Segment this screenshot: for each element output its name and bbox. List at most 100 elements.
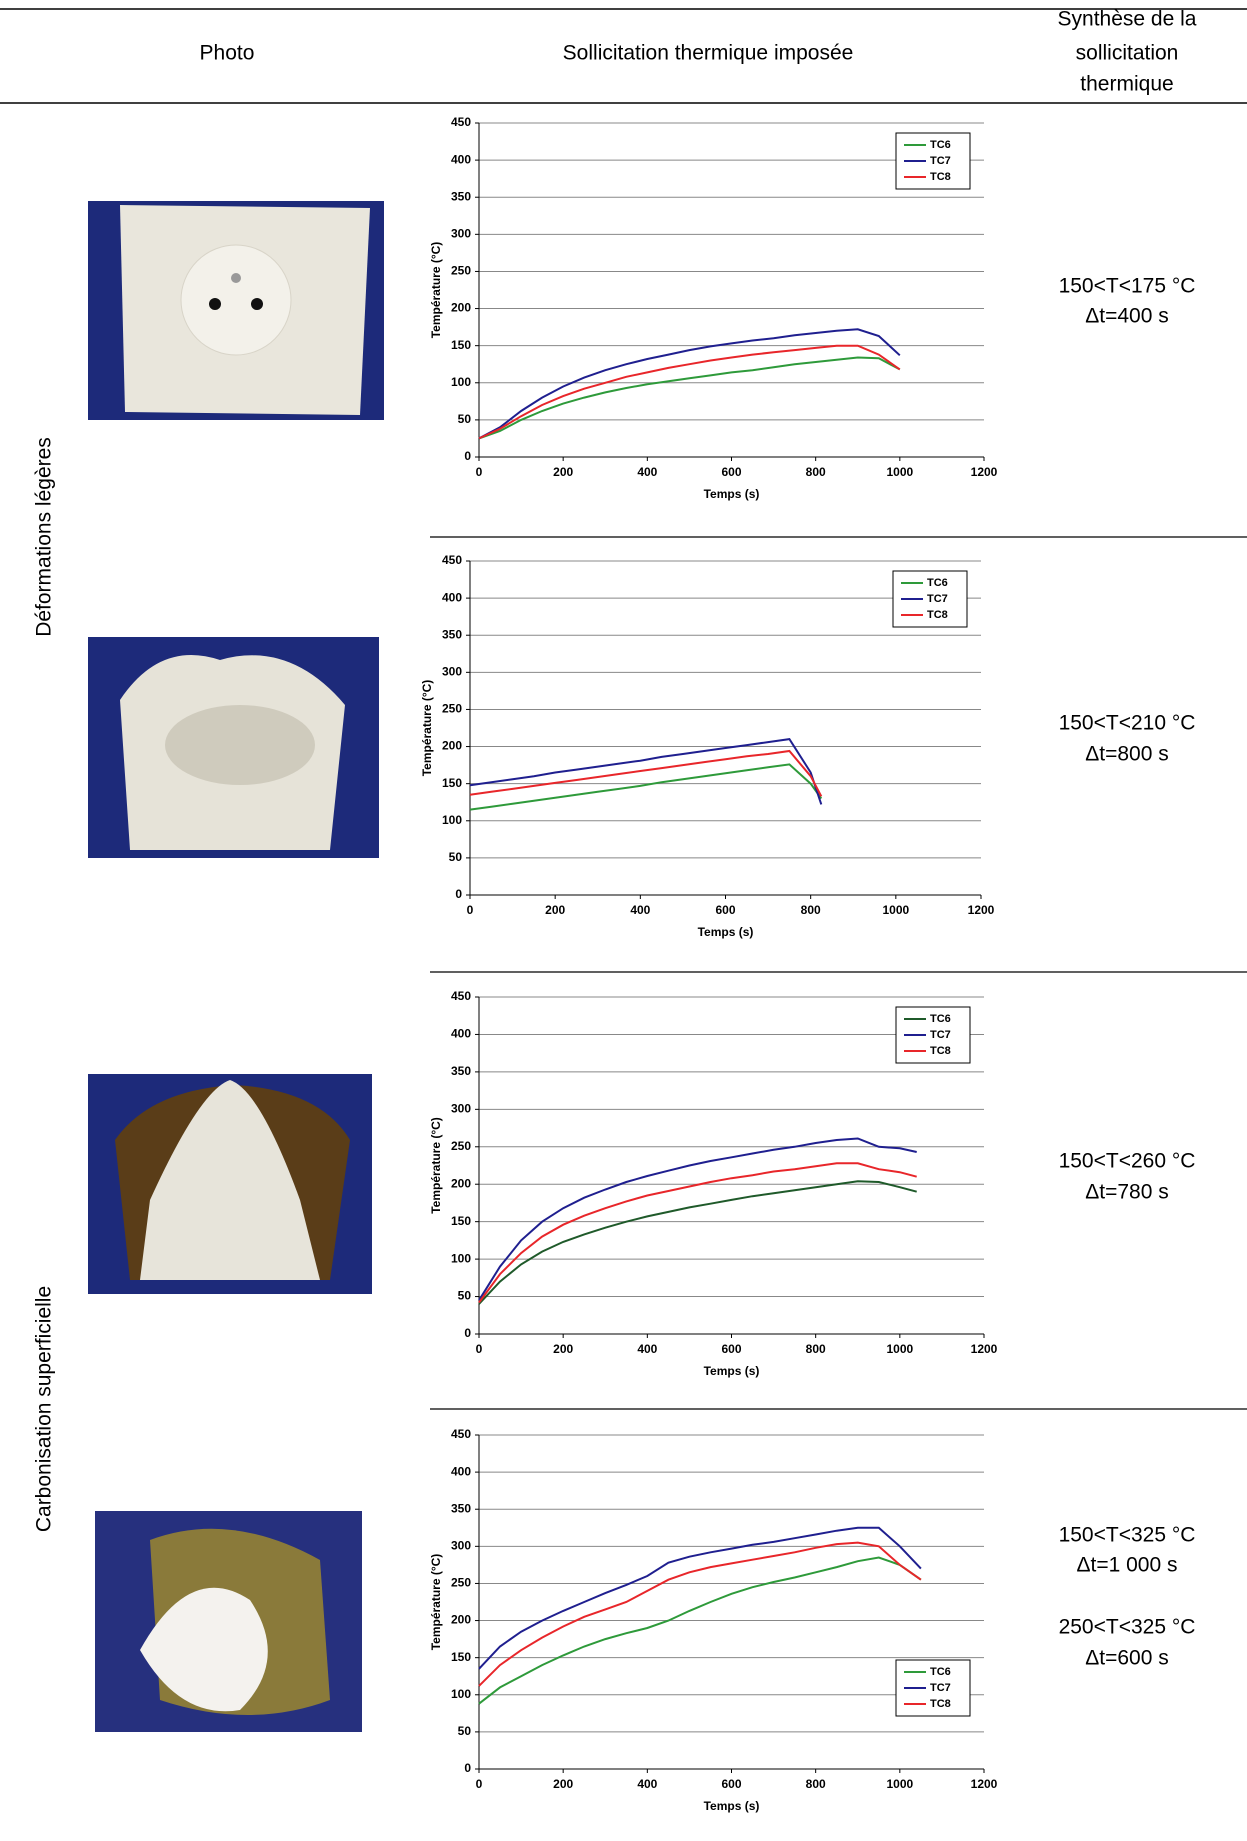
y-tick-label: 50 (449, 850, 463, 864)
y-tick-label: 400 (451, 1464, 471, 1478)
series-line (469, 738, 823, 805)
y-axis-label: Température (°C) (429, 1117, 443, 1214)
y-tick-label: 350 (451, 1064, 471, 1078)
y-axis-label: Température (°C) (429, 1554, 443, 1651)
y-tick-label: 100 (451, 1687, 471, 1701)
x-tick-label: 0 (476, 1342, 483, 1356)
y-tick-label: 0 (455, 887, 462, 901)
x-tick-label: 1000 (886, 465, 913, 479)
series-line (478, 356, 901, 440)
photo (95, 1511, 362, 1732)
x-tick-label: 200 (553, 1777, 573, 1791)
y-tick-label: 250 (451, 1576, 471, 1590)
summary-line: 150<T<210 °C (1059, 712, 1196, 735)
x-tick-label: 1200 (971, 1777, 998, 1791)
series-line (469, 763, 823, 811)
x-tick-label: 600 (715, 903, 735, 917)
legend-label: TC6 (927, 577, 948, 589)
y-tick-label: 250 (442, 702, 462, 716)
y-tick-label: 0 (464, 1761, 471, 1775)
summary-line: Δt=600 s (1085, 1647, 1169, 1670)
x-tick-label: 400 (637, 1342, 657, 1356)
x-axis-label: Temps (s) (704, 1364, 760, 1378)
y-tick-label: 100 (451, 375, 471, 389)
x-tick-label: 600 (721, 465, 741, 479)
series-line (478, 1162, 917, 1304)
x-tick-label: 400 (637, 465, 657, 479)
x-tick-label: 0 (467, 903, 474, 917)
photo (88, 1074, 372, 1294)
y-tick-label: 450 (451, 115, 471, 129)
y-tick-label: 400 (451, 1027, 471, 1041)
x-tick-label: 0 (476, 1777, 483, 1791)
y-axis-label: Température (°C) (420, 680, 434, 777)
header-cell: Photo (200, 42, 255, 65)
y-tick-label: 450 (451, 989, 471, 1003)
y-tick-label: 0 (464, 449, 471, 463)
series-line (478, 1180, 917, 1305)
y-tick-label: 350 (442, 627, 462, 641)
photo (88, 637, 379, 858)
x-tick-label: 600 (721, 1342, 741, 1356)
x-tick-label: 200 (545, 903, 565, 917)
y-tick-label: 250 (451, 264, 471, 278)
x-tick-label: 800 (806, 1342, 826, 1356)
y-tick-label: 200 (451, 1176, 471, 1190)
header-cell: thermique (1080, 73, 1173, 96)
series-line (478, 1541, 922, 1687)
x-tick-label: 1000 (886, 1342, 913, 1356)
y-tick-label: 350 (451, 189, 471, 203)
y-axis-label: Température (°C) (429, 242, 443, 339)
x-tick-label: 0 (476, 465, 483, 479)
header-cell: Synthèse de la (1058, 8, 1197, 31)
y-tick-label: 50 (458, 1289, 472, 1303)
y-tick-label: 200 (451, 1613, 471, 1627)
x-tick-label: 1200 (971, 1342, 998, 1356)
x-tick-label: 600 (721, 1777, 741, 1791)
legend-label: TC8 (930, 1045, 951, 1057)
series-line (478, 1556, 922, 1705)
y-tick-label: 450 (442, 553, 462, 567)
chart: 0 50 100 150 200 250 300 350 400 450 0 200 400 600 800… (429, 1427, 997, 1813)
chart: 0 50 100 150 200 250 300 350 400 450 0 200 400 600 800… (429, 115, 997, 501)
x-tick-label: 400 (637, 1777, 657, 1791)
series-line (469, 749, 823, 797)
y-tick-label: 0 (464, 1326, 471, 1340)
x-tick-label: 1200 (971, 465, 998, 479)
summary-line: 250<T<325 °C (1059, 1616, 1196, 1639)
y-tick-label: 350 (451, 1501, 471, 1515)
header-cell: sollicitation (1076, 42, 1179, 65)
y-tick-label: 300 (451, 227, 471, 241)
legend-label: TC7 (927, 593, 948, 605)
y-tick-label: 200 (451, 301, 471, 315)
summary-line: 150<T<260 °C (1059, 1150, 1196, 1173)
x-tick-label: 200 (553, 465, 573, 479)
x-tick-label: 800 (806, 465, 826, 479)
summary-line: 150<T<325 °C (1059, 1524, 1196, 1547)
legend-label: TC7 (930, 1682, 951, 1694)
summary-line: Δt=1 000 s (1076, 1554, 1177, 1577)
summary-line: Δt=800 s (1085, 743, 1169, 766)
x-tick-label: 400 (630, 903, 650, 917)
y-tick-label: 150 (451, 1650, 471, 1664)
legend-label: TC7 (930, 1029, 951, 1041)
legend-label: TC7 (930, 155, 951, 167)
legend-label: TC6 (930, 1013, 951, 1025)
header-cell: Sollicitation thermique imposée (563, 42, 854, 65)
y-tick-label: 300 (451, 1102, 471, 1116)
group-label: Déformations légères (33, 437, 56, 637)
series-line (478, 328, 901, 440)
x-axis-label: Temps (s) (698, 925, 754, 939)
y-tick-label: 50 (458, 1724, 472, 1738)
x-tick-label: 800 (806, 1777, 826, 1791)
y-tick-label: 250 (451, 1139, 471, 1153)
legend-label: TC8 (927, 609, 948, 621)
photo (88, 201, 384, 420)
y-tick-label: 150 (451, 1214, 471, 1228)
y-tick-label: 200 (442, 739, 462, 753)
y-tick-label: 100 (442, 813, 462, 827)
legend-label: TC6 (930, 139, 951, 151)
legend-label: TC8 (930, 1698, 951, 1710)
y-tick-label: 450 (451, 1427, 471, 1441)
